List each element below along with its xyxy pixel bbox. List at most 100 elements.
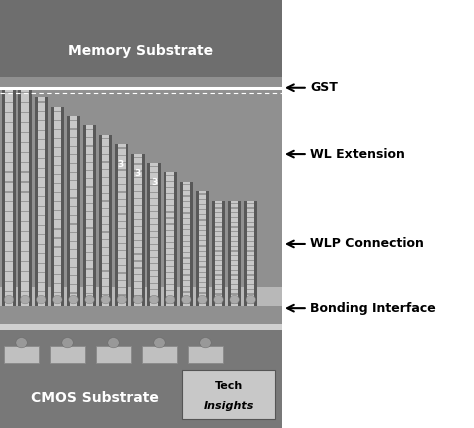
- Bar: [215, 288, 222, 290]
- Bar: [182, 291, 190, 292]
- Bar: [70, 128, 77, 130]
- Bar: [21, 221, 29, 222]
- Bar: [247, 255, 255, 256]
- Bar: [247, 207, 255, 208]
- Circle shape: [200, 338, 211, 348]
- Bar: [182, 182, 190, 306]
- Bar: [150, 282, 158, 284]
- Bar: [134, 198, 142, 199]
- Bar: [182, 218, 190, 219]
- Bar: [134, 219, 142, 220]
- Bar: [247, 201, 255, 306]
- Bar: [134, 260, 142, 262]
- Bar: [70, 197, 77, 199]
- Bar: [5, 92, 13, 93]
- Bar: [134, 295, 142, 296]
- Bar: [182, 223, 190, 225]
- Bar: [102, 247, 109, 248]
- Bar: [21, 92, 29, 93]
- Bar: [70, 116, 77, 306]
- Bar: [215, 250, 222, 252]
- Bar: [166, 193, 174, 194]
- Bar: [190, 182, 193, 306]
- Bar: [102, 138, 109, 139]
- Bar: [199, 209, 206, 210]
- Bar: [199, 261, 206, 262]
- Bar: [199, 240, 206, 241]
- Bar: [247, 250, 255, 252]
- Bar: [150, 179, 158, 180]
- Text: 3: 3: [134, 169, 141, 178]
- Bar: [102, 239, 109, 241]
- Bar: [118, 228, 126, 229]
- Bar: [21, 251, 29, 252]
- Bar: [134, 163, 142, 165]
- Bar: [215, 279, 222, 280]
- Bar: [93, 125, 96, 306]
- Bar: [54, 107, 61, 306]
- Circle shape: [133, 295, 143, 304]
- Bar: [21, 241, 29, 242]
- Bar: [5, 281, 13, 282]
- Bar: [70, 154, 77, 155]
- Bar: [5, 88, 13, 306]
- Bar: [247, 303, 255, 304]
- Bar: [166, 181, 174, 182]
- Bar: [102, 177, 109, 178]
- Bar: [70, 258, 77, 259]
- Bar: [54, 292, 61, 293]
- Bar: [86, 260, 93, 262]
- Bar: [134, 226, 142, 227]
- Bar: [102, 286, 109, 287]
- Bar: [102, 193, 109, 194]
- Bar: [118, 265, 126, 266]
- Bar: [182, 258, 190, 259]
- Bar: [182, 252, 190, 253]
- Bar: [102, 263, 109, 264]
- Circle shape: [108, 338, 119, 348]
- Bar: [37, 272, 45, 273]
- Bar: [5, 291, 13, 292]
- Bar: [231, 303, 238, 304]
- Bar: [166, 205, 174, 206]
- Bar: [134, 288, 142, 289]
- Bar: [45, 97, 48, 306]
- Bar: [199, 287, 206, 288]
- Bar: [70, 163, 77, 164]
- Bar: [166, 199, 174, 200]
- Bar: [247, 202, 255, 204]
- Bar: [21, 281, 29, 282]
- Bar: [86, 293, 93, 294]
- Bar: [102, 224, 109, 225]
- Bar: [5, 152, 13, 153]
- Bar: [231, 246, 238, 247]
- Bar: [231, 212, 238, 213]
- Bar: [231, 217, 238, 218]
- Bar: [199, 225, 206, 226]
- Bar: [166, 266, 174, 267]
- Bar: [5, 270, 13, 272]
- Bar: [5, 251, 13, 252]
- Bar: [102, 161, 109, 163]
- Bar: [21, 88, 29, 306]
- Bar: [231, 298, 238, 300]
- Bar: [118, 199, 126, 200]
- Bar: [166, 272, 174, 273]
- Circle shape: [62, 338, 73, 348]
- Bar: [164, 172, 166, 306]
- Bar: [231, 265, 238, 266]
- Bar: [86, 236, 93, 237]
- Bar: [215, 201, 222, 306]
- Bar: [70, 120, 77, 121]
- Bar: [5, 102, 13, 103]
- Bar: [102, 200, 109, 202]
- Bar: [199, 251, 206, 252]
- Bar: [86, 203, 93, 204]
- Bar: [247, 241, 255, 242]
- Bar: [61, 107, 64, 306]
- Bar: [37, 158, 45, 160]
- Bar: [182, 280, 190, 281]
- Bar: [102, 294, 109, 295]
- Bar: [37, 187, 45, 188]
- Bar: [231, 255, 238, 256]
